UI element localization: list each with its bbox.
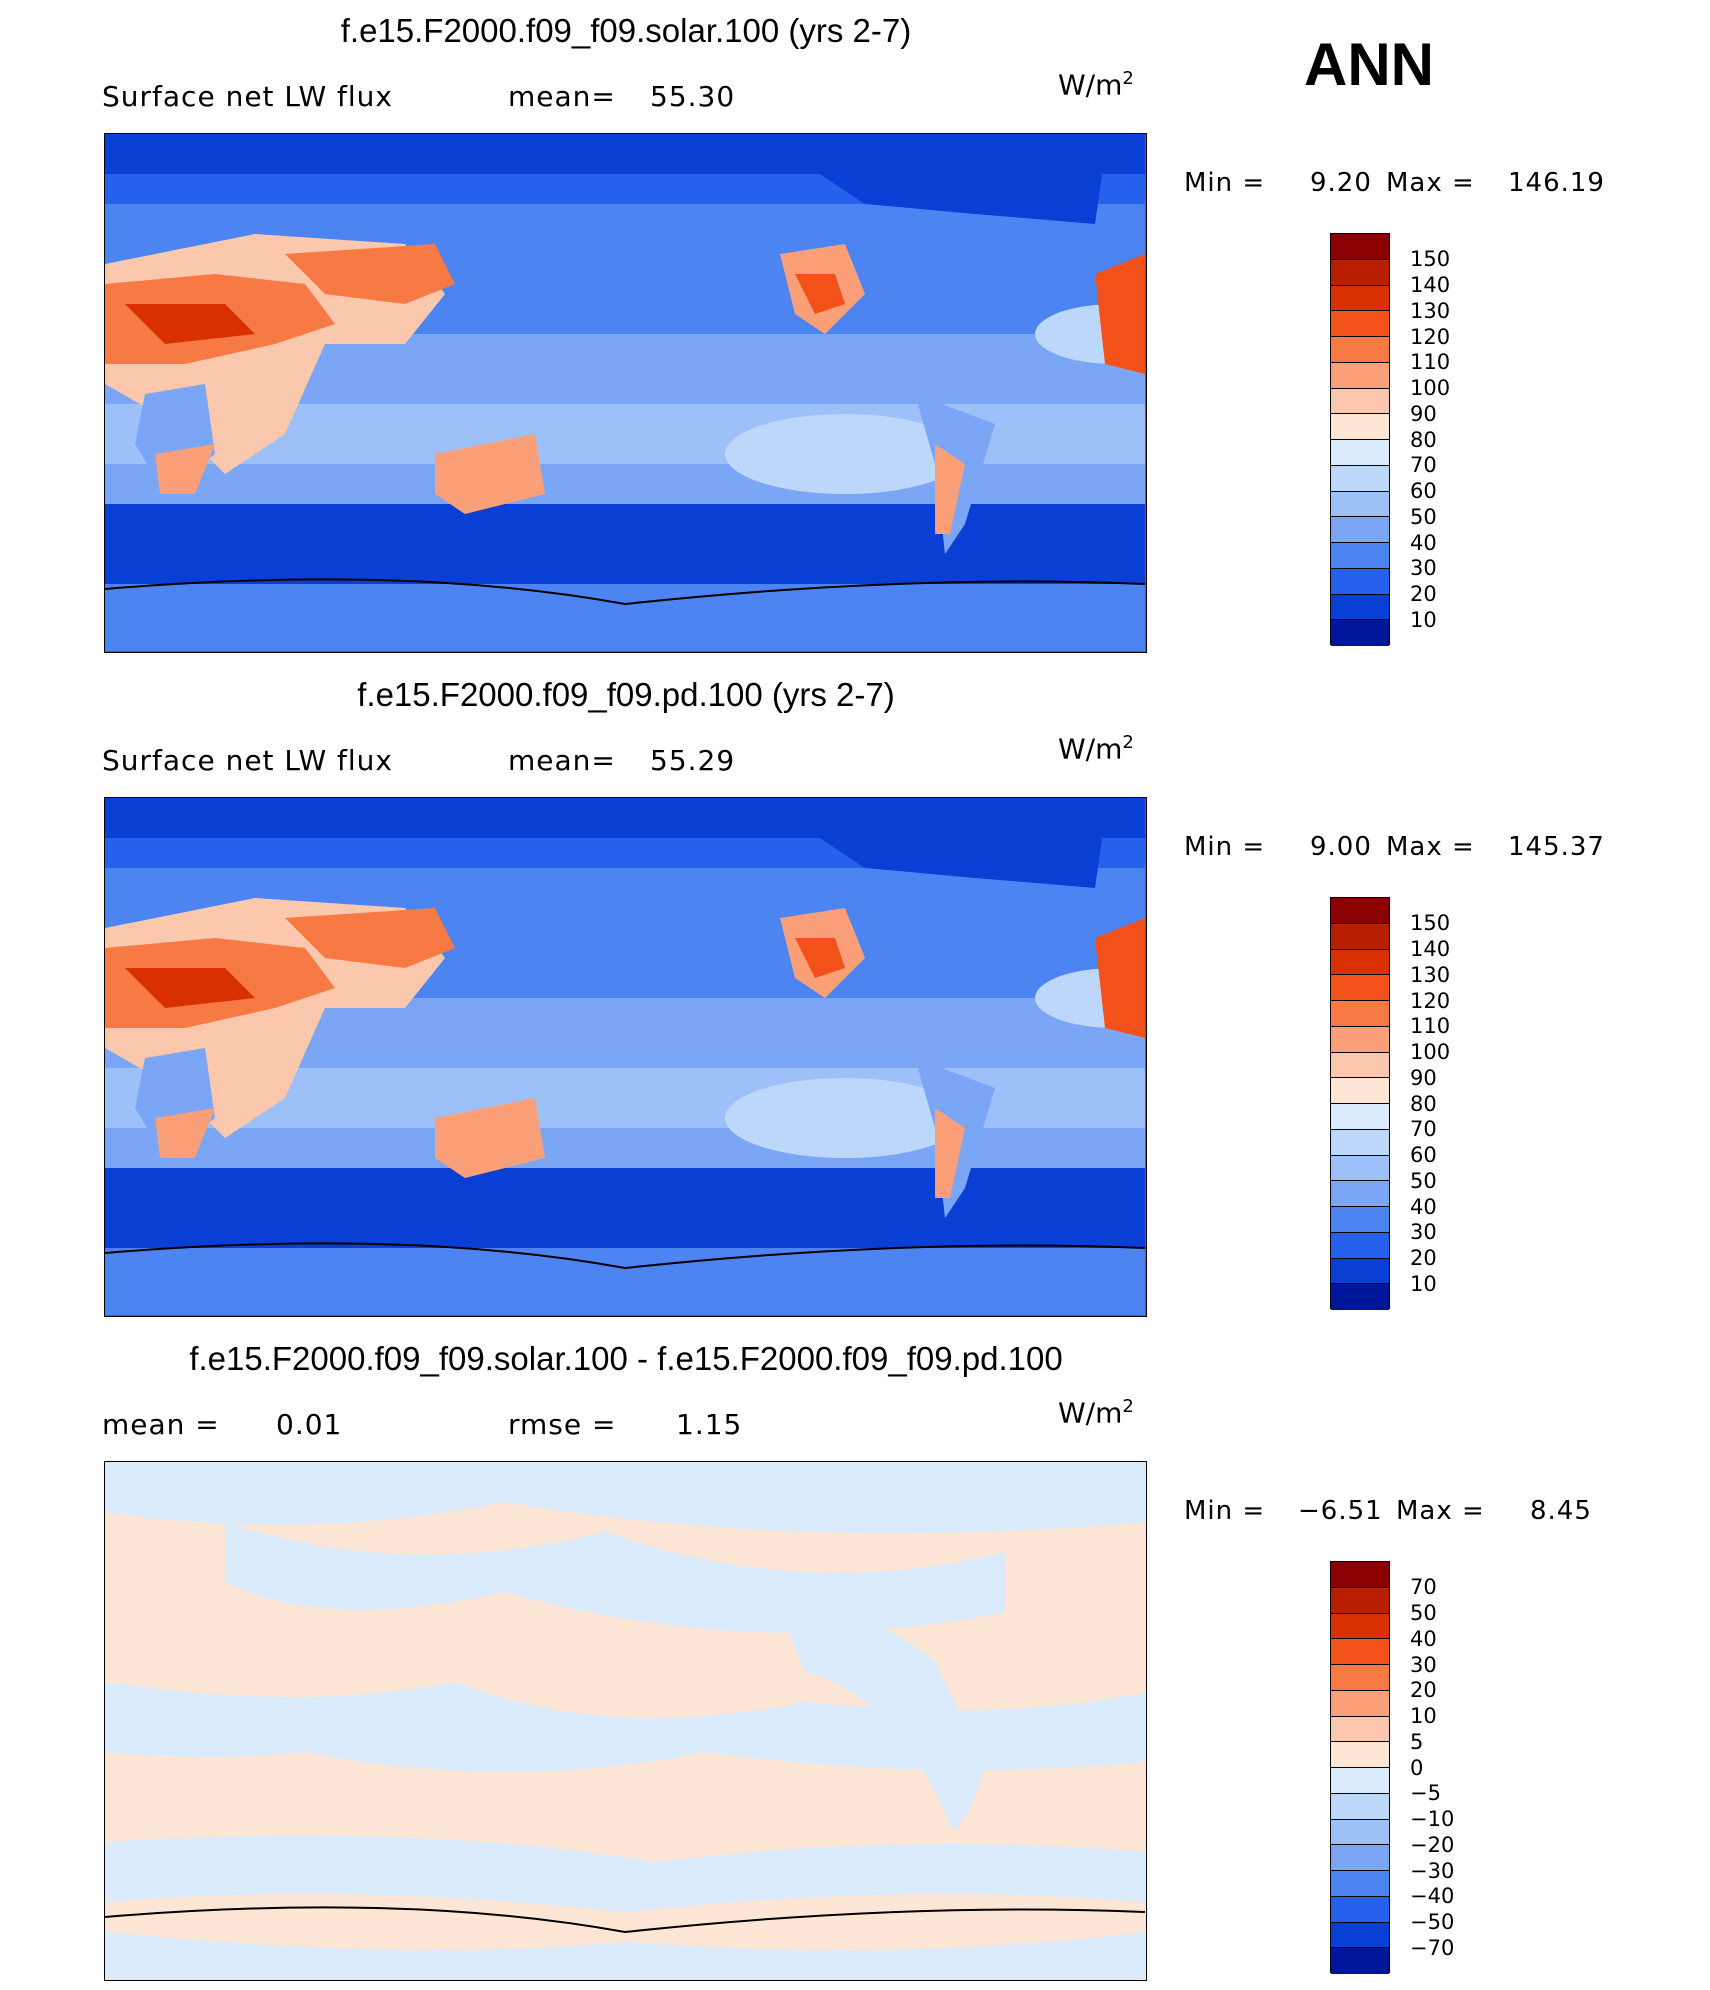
- panel-3-max-value: 8.45: [1530, 1496, 1592, 1526]
- colorbar-label: 10: [1410, 608, 1437, 632]
- panel-3-max-label: Max =: [1396, 1496, 1485, 1526]
- colorbar-label: 80: [1410, 428, 1437, 452]
- colorbar-label: 120: [1410, 325, 1451, 349]
- panel-3-colorbar: [1330, 1561, 1390, 1974]
- colorbar-label: 120: [1410, 989, 1451, 1013]
- colorbar-label: 110: [1410, 350, 1451, 374]
- colorbar-label: −20: [1410, 1833, 1455, 1857]
- colorbar-label: 140: [1410, 937, 1451, 961]
- colorbar-label: 50: [1410, 1601, 1437, 1625]
- panel-2-mean-value: 55.29: [650, 744, 736, 777]
- colorbar-label: −10: [1410, 1807, 1455, 1831]
- colorbar-label: 50: [1410, 1169, 1437, 1193]
- colorbar-label: 60: [1410, 1143, 1437, 1167]
- colorbar-label: 110: [1410, 1014, 1451, 1038]
- panel-2-max-label: Max =: [1386, 832, 1475, 862]
- panel-1-map-field: [105, 134, 1145, 651]
- colorbar-label: 40: [1410, 1627, 1437, 1651]
- colorbar-label: 70: [1410, 453, 1437, 477]
- colorbar-label: 80: [1410, 1092, 1437, 1116]
- colorbar-label: 0: [1410, 1756, 1424, 1780]
- colorbar-label: 10: [1410, 1704, 1437, 1728]
- panel-3-mean-label: mean =: [102, 1408, 220, 1441]
- colorbar-label: 10: [1410, 1272, 1437, 1296]
- panel-1-title: f.e15.F2000.f09_f09.solar.100 (yrs 2-7): [340, 12, 912, 49]
- panel-3-title: f.e15.F2000.f09_f09.solar.100 - f.e15.F2…: [189, 1340, 1063, 1377]
- colorbar-label: 70: [1410, 1575, 1437, 1599]
- colorbar-label: 5: [1410, 1730, 1424, 1754]
- panel-3-min-label: Min =: [1184, 1496, 1266, 1526]
- panel-2-mean-label: mean=: [508, 744, 616, 777]
- colorbar-label: 20: [1410, 582, 1437, 606]
- panel-1-mean-value: 55.30: [650, 80, 736, 113]
- panel-2-units: W/m2: [1058, 732, 1134, 766]
- panel-2-min-value: 9.00: [1310, 832, 1372, 862]
- panel-1-variable-label: Surface net LW flux: [102, 80, 393, 113]
- colorbar-label: 40: [1410, 1195, 1437, 1219]
- panel-3-rmse-value: 1.15: [676, 1408, 743, 1441]
- panel-2-title: f.e15.F2000.f09_f09.pd.100 (yrs 2-7): [357, 676, 895, 713]
- colorbar-label: 90: [1410, 402, 1437, 426]
- panel-3-rmse-label: rmse =: [508, 1408, 617, 1441]
- colorbar-label: 40: [1410, 531, 1437, 555]
- colorbar-label: 70: [1410, 1117, 1437, 1141]
- colorbar-label: 150: [1410, 247, 1451, 271]
- colorbar-label: −30: [1410, 1859, 1455, 1883]
- panel-3-mean-value: 0.01: [276, 1408, 343, 1441]
- colorbar-label: 60: [1410, 479, 1437, 503]
- colorbar-label: 150: [1410, 911, 1451, 935]
- panel-2-map-field: [105, 798, 1145, 1315]
- panel-3-map: [104, 1461, 1147, 1981]
- panel-1-mean-label: mean=: [508, 80, 616, 113]
- colorbar-label: 130: [1410, 963, 1451, 987]
- colorbar-label: 130: [1410, 299, 1451, 323]
- colorbar-label: 30: [1410, 556, 1437, 580]
- panel-2-variable-label: Surface net LW flux: [102, 744, 393, 777]
- panel-2-max-value: 145.37: [1508, 832, 1605, 862]
- colorbar-label: 140: [1410, 273, 1451, 297]
- panel-1-max-label: Max =: [1386, 168, 1475, 198]
- panel-1-min-value: 9.20: [1310, 168, 1372, 198]
- season-label: ANN: [1304, 31, 1434, 98]
- panel-2-min-label: Min =: [1184, 832, 1266, 862]
- colorbar-label: 50: [1410, 505, 1437, 529]
- colorbar-label: 30: [1410, 1220, 1437, 1244]
- colorbar-label: 100: [1410, 1040, 1451, 1064]
- panel-1-colorbar: [1330, 233, 1390, 646]
- panel-2-map: [104, 797, 1147, 1317]
- colorbar-label: −40: [1410, 1884, 1455, 1908]
- panel-3-min-value: −6.51: [1298, 1496, 1383, 1526]
- colorbar-label: 30: [1410, 1653, 1437, 1677]
- colorbar-label: −50: [1410, 1910, 1455, 1934]
- colorbar-label: 90: [1410, 1066, 1437, 1090]
- colorbar-label: 20: [1410, 1678, 1437, 1702]
- panel-1-min-label: Min =: [1184, 168, 1266, 198]
- colorbar-label: 100: [1410, 376, 1451, 400]
- panel-3-map-field: [105, 1462, 1145, 1979]
- panel-3-units: W/m2: [1058, 1396, 1134, 1430]
- colorbar-label: 20: [1410, 1246, 1437, 1270]
- colorbar-label: −5: [1410, 1781, 1441, 1805]
- panel-1-units: W/m2: [1058, 68, 1134, 102]
- panel-1-max-value: 146.19: [1508, 168, 1605, 198]
- panel-2-colorbar: [1330, 897, 1390, 1310]
- colorbar-label: −70: [1410, 1936, 1455, 1960]
- panel-1-map: [104, 133, 1147, 653]
